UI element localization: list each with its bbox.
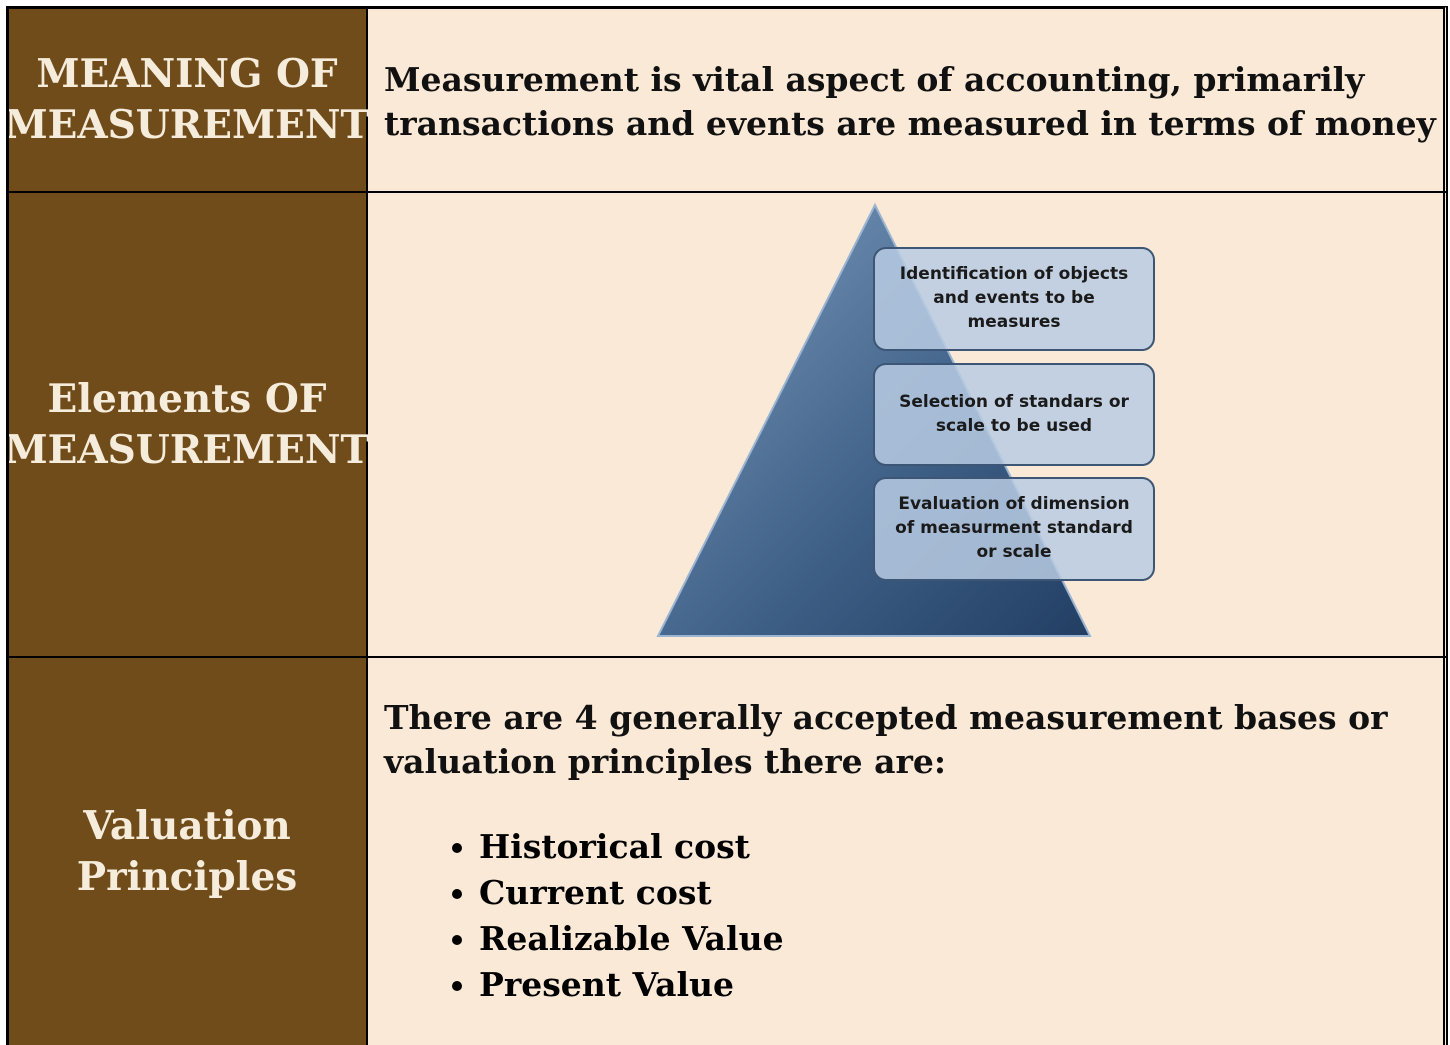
table-border [6, 6, 1448, 1045]
row-label: Elements OF MEASUREMENT [4, 193, 370, 658]
row-content: Measurement is vital aspect of accountin… [368, 8, 1447, 193]
item-box [873, 477, 1155, 581]
bullet: Historical cost [479, 824, 1427, 870]
item-text: Identification of objects and events to … [899, 264, 1129, 332]
item-box [873, 247, 1155, 351]
item-text: Evaluation of dimension of measurment st… [895, 494, 1133, 562]
bullet: Current cost [479, 870, 1427, 916]
bullet-list: Historical cost Current cost Realizable … [384, 824, 1427, 1008]
row-text: Measurement is vital aspect of accountin… [384, 60, 1436, 143]
row-text: There are 4 generally accepted measureme… [384, 698, 1388, 781]
item-box [873, 363, 1155, 466]
row-content: There are 4 generally accepted measureme… [368, 658, 1447, 1045]
row-label: MEANING OF MEASUREMENT [4, 8, 370, 193]
bullet: Realizable Value [479, 916, 1427, 962]
bullet: Present Value [479, 962, 1427, 1008]
item-text: Selection of standars or scale to be use… [899, 392, 1129, 436]
row-label: Valuation Principles [8, 658, 368, 1045]
